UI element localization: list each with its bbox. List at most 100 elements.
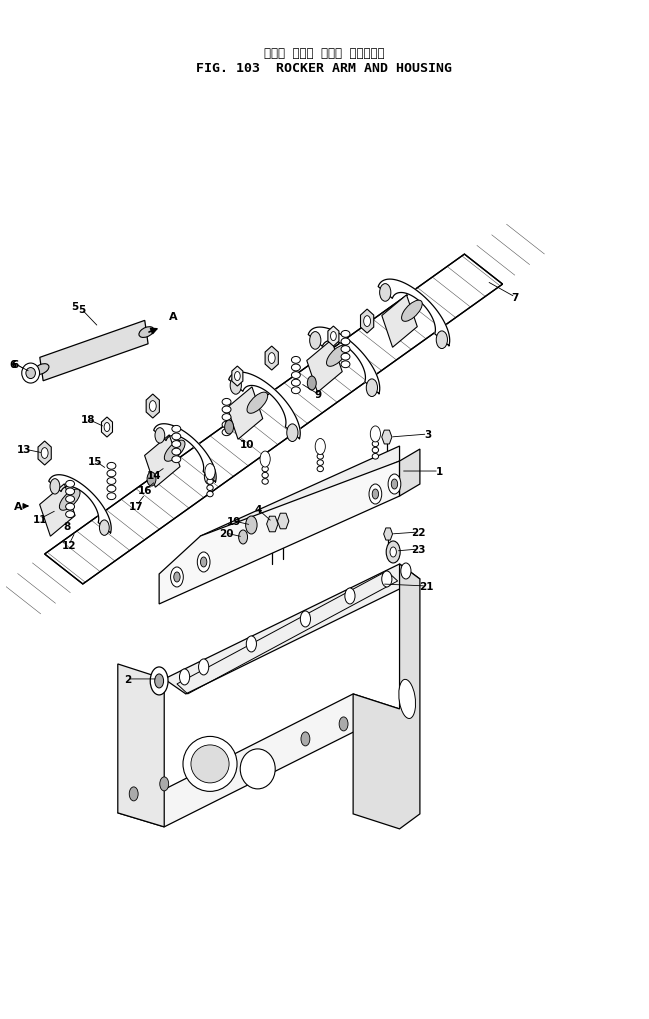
Ellipse shape bbox=[34, 365, 49, 375]
Circle shape bbox=[310, 332, 321, 350]
Polygon shape bbox=[328, 327, 339, 346]
Text: FIG. 103  ROCKER ARM AND HOUSING: FIG. 103 ROCKER ARM AND HOUSING bbox=[197, 61, 452, 74]
Circle shape bbox=[234, 372, 240, 381]
Polygon shape bbox=[308, 328, 380, 394]
Ellipse shape bbox=[373, 454, 378, 460]
Circle shape bbox=[171, 568, 183, 587]
Circle shape bbox=[300, 611, 310, 628]
Ellipse shape bbox=[222, 407, 231, 414]
Polygon shape bbox=[164, 565, 420, 694]
Ellipse shape bbox=[341, 338, 350, 345]
Circle shape bbox=[382, 572, 392, 587]
Polygon shape bbox=[146, 394, 160, 419]
Ellipse shape bbox=[291, 372, 300, 379]
Ellipse shape bbox=[172, 434, 181, 440]
Ellipse shape bbox=[22, 364, 40, 384]
Ellipse shape bbox=[399, 680, 415, 718]
Circle shape bbox=[197, 552, 210, 573]
Ellipse shape bbox=[262, 467, 268, 472]
Circle shape bbox=[268, 354, 275, 364]
Circle shape bbox=[149, 401, 156, 412]
Circle shape bbox=[339, 717, 348, 732]
Polygon shape bbox=[378, 280, 450, 346]
Ellipse shape bbox=[26, 368, 36, 379]
Circle shape bbox=[199, 659, 209, 676]
Ellipse shape bbox=[291, 357, 300, 364]
Circle shape bbox=[99, 521, 109, 536]
Text: 22: 22 bbox=[411, 528, 426, 537]
Text: 23: 23 bbox=[411, 544, 426, 554]
Text: 2: 2 bbox=[124, 675, 131, 685]
Circle shape bbox=[50, 479, 60, 494]
Polygon shape bbox=[267, 517, 278, 532]
Text: 15: 15 bbox=[88, 457, 103, 467]
Ellipse shape bbox=[139, 327, 154, 338]
Ellipse shape bbox=[107, 486, 116, 492]
Ellipse shape bbox=[66, 481, 75, 488]
Ellipse shape bbox=[60, 489, 80, 511]
Text: 21: 21 bbox=[419, 582, 434, 591]
Ellipse shape bbox=[247, 392, 267, 414]
Circle shape bbox=[204, 470, 214, 485]
Circle shape bbox=[205, 465, 215, 480]
Text: 6: 6 bbox=[9, 360, 16, 370]
Text: 6: 6 bbox=[12, 360, 19, 370]
Text: 9: 9 bbox=[315, 389, 322, 399]
Ellipse shape bbox=[222, 414, 231, 421]
Text: 16: 16 bbox=[138, 485, 153, 495]
Text: 18: 18 bbox=[80, 415, 95, 425]
Polygon shape bbox=[360, 310, 374, 334]
Text: 8: 8 bbox=[64, 522, 71, 532]
Circle shape bbox=[373, 489, 378, 499]
Polygon shape bbox=[353, 565, 420, 829]
Circle shape bbox=[42, 448, 48, 459]
Circle shape bbox=[388, 475, 401, 494]
Ellipse shape bbox=[326, 345, 347, 367]
Text: 3: 3 bbox=[424, 430, 431, 439]
Polygon shape bbox=[40, 484, 75, 537]
Circle shape bbox=[363, 316, 371, 327]
Text: 4: 4 bbox=[254, 504, 262, 515]
Ellipse shape bbox=[172, 457, 181, 464]
Circle shape bbox=[225, 421, 234, 434]
Polygon shape bbox=[38, 441, 51, 466]
Polygon shape bbox=[265, 346, 278, 371]
Text: 7: 7 bbox=[511, 292, 519, 303]
Circle shape bbox=[246, 636, 256, 652]
Ellipse shape bbox=[262, 479, 268, 485]
Ellipse shape bbox=[107, 478, 116, 485]
Polygon shape bbox=[159, 462, 400, 604]
Ellipse shape bbox=[373, 441, 378, 447]
Circle shape bbox=[287, 425, 298, 442]
Polygon shape bbox=[101, 418, 112, 437]
Ellipse shape bbox=[262, 473, 268, 479]
Text: 13: 13 bbox=[17, 444, 32, 454]
Ellipse shape bbox=[317, 448, 323, 453]
Ellipse shape bbox=[66, 488, 75, 495]
Circle shape bbox=[371, 427, 380, 442]
Circle shape bbox=[390, 547, 397, 557]
Text: A: A bbox=[169, 312, 177, 322]
Ellipse shape bbox=[207, 479, 213, 485]
Ellipse shape bbox=[183, 737, 237, 792]
Ellipse shape bbox=[291, 387, 300, 394]
Circle shape bbox=[369, 485, 382, 504]
Ellipse shape bbox=[66, 496, 75, 503]
Ellipse shape bbox=[191, 745, 229, 784]
Polygon shape bbox=[400, 449, 420, 496]
Polygon shape bbox=[145, 435, 180, 488]
Ellipse shape bbox=[317, 461, 323, 466]
Text: 12: 12 bbox=[62, 540, 76, 550]
Circle shape bbox=[301, 733, 310, 746]
Polygon shape bbox=[277, 514, 289, 529]
Text: 20: 20 bbox=[219, 529, 233, 538]
Text: 5: 5 bbox=[78, 305, 85, 315]
Circle shape bbox=[129, 787, 138, 801]
Text: 5: 5 bbox=[71, 302, 79, 312]
Ellipse shape bbox=[291, 380, 300, 386]
Ellipse shape bbox=[341, 362, 350, 368]
Ellipse shape bbox=[402, 301, 422, 322]
Circle shape bbox=[386, 541, 400, 564]
Polygon shape bbox=[232, 367, 243, 386]
Ellipse shape bbox=[172, 426, 181, 433]
